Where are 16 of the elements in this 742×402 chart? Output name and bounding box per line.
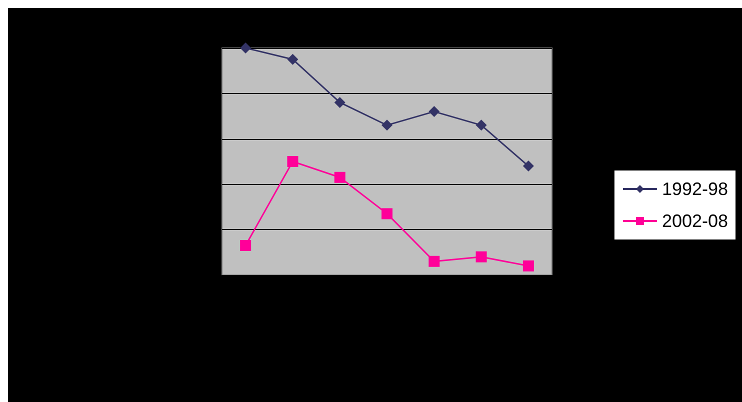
point: [287, 54, 298, 65]
point: [522, 160, 534, 172]
point: [382, 120, 392, 131]
point: [240, 42, 252, 54]
point: [240, 240, 252, 251]
point: [428, 256, 440, 267]
point: [334, 96, 346, 108]
point: [382, 208, 392, 220]
point: [522, 260, 534, 272]
point: [476, 120, 487, 131]
point: [287, 156, 298, 167]
point: [428, 106, 440, 118]
point: [334, 172, 346, 183]
legend-label: 2002-08: [662, 211, 728, 231]
legend-label: 1992-98: [662, 179, 728, 199]
point: [476, 251, 487, 262]
